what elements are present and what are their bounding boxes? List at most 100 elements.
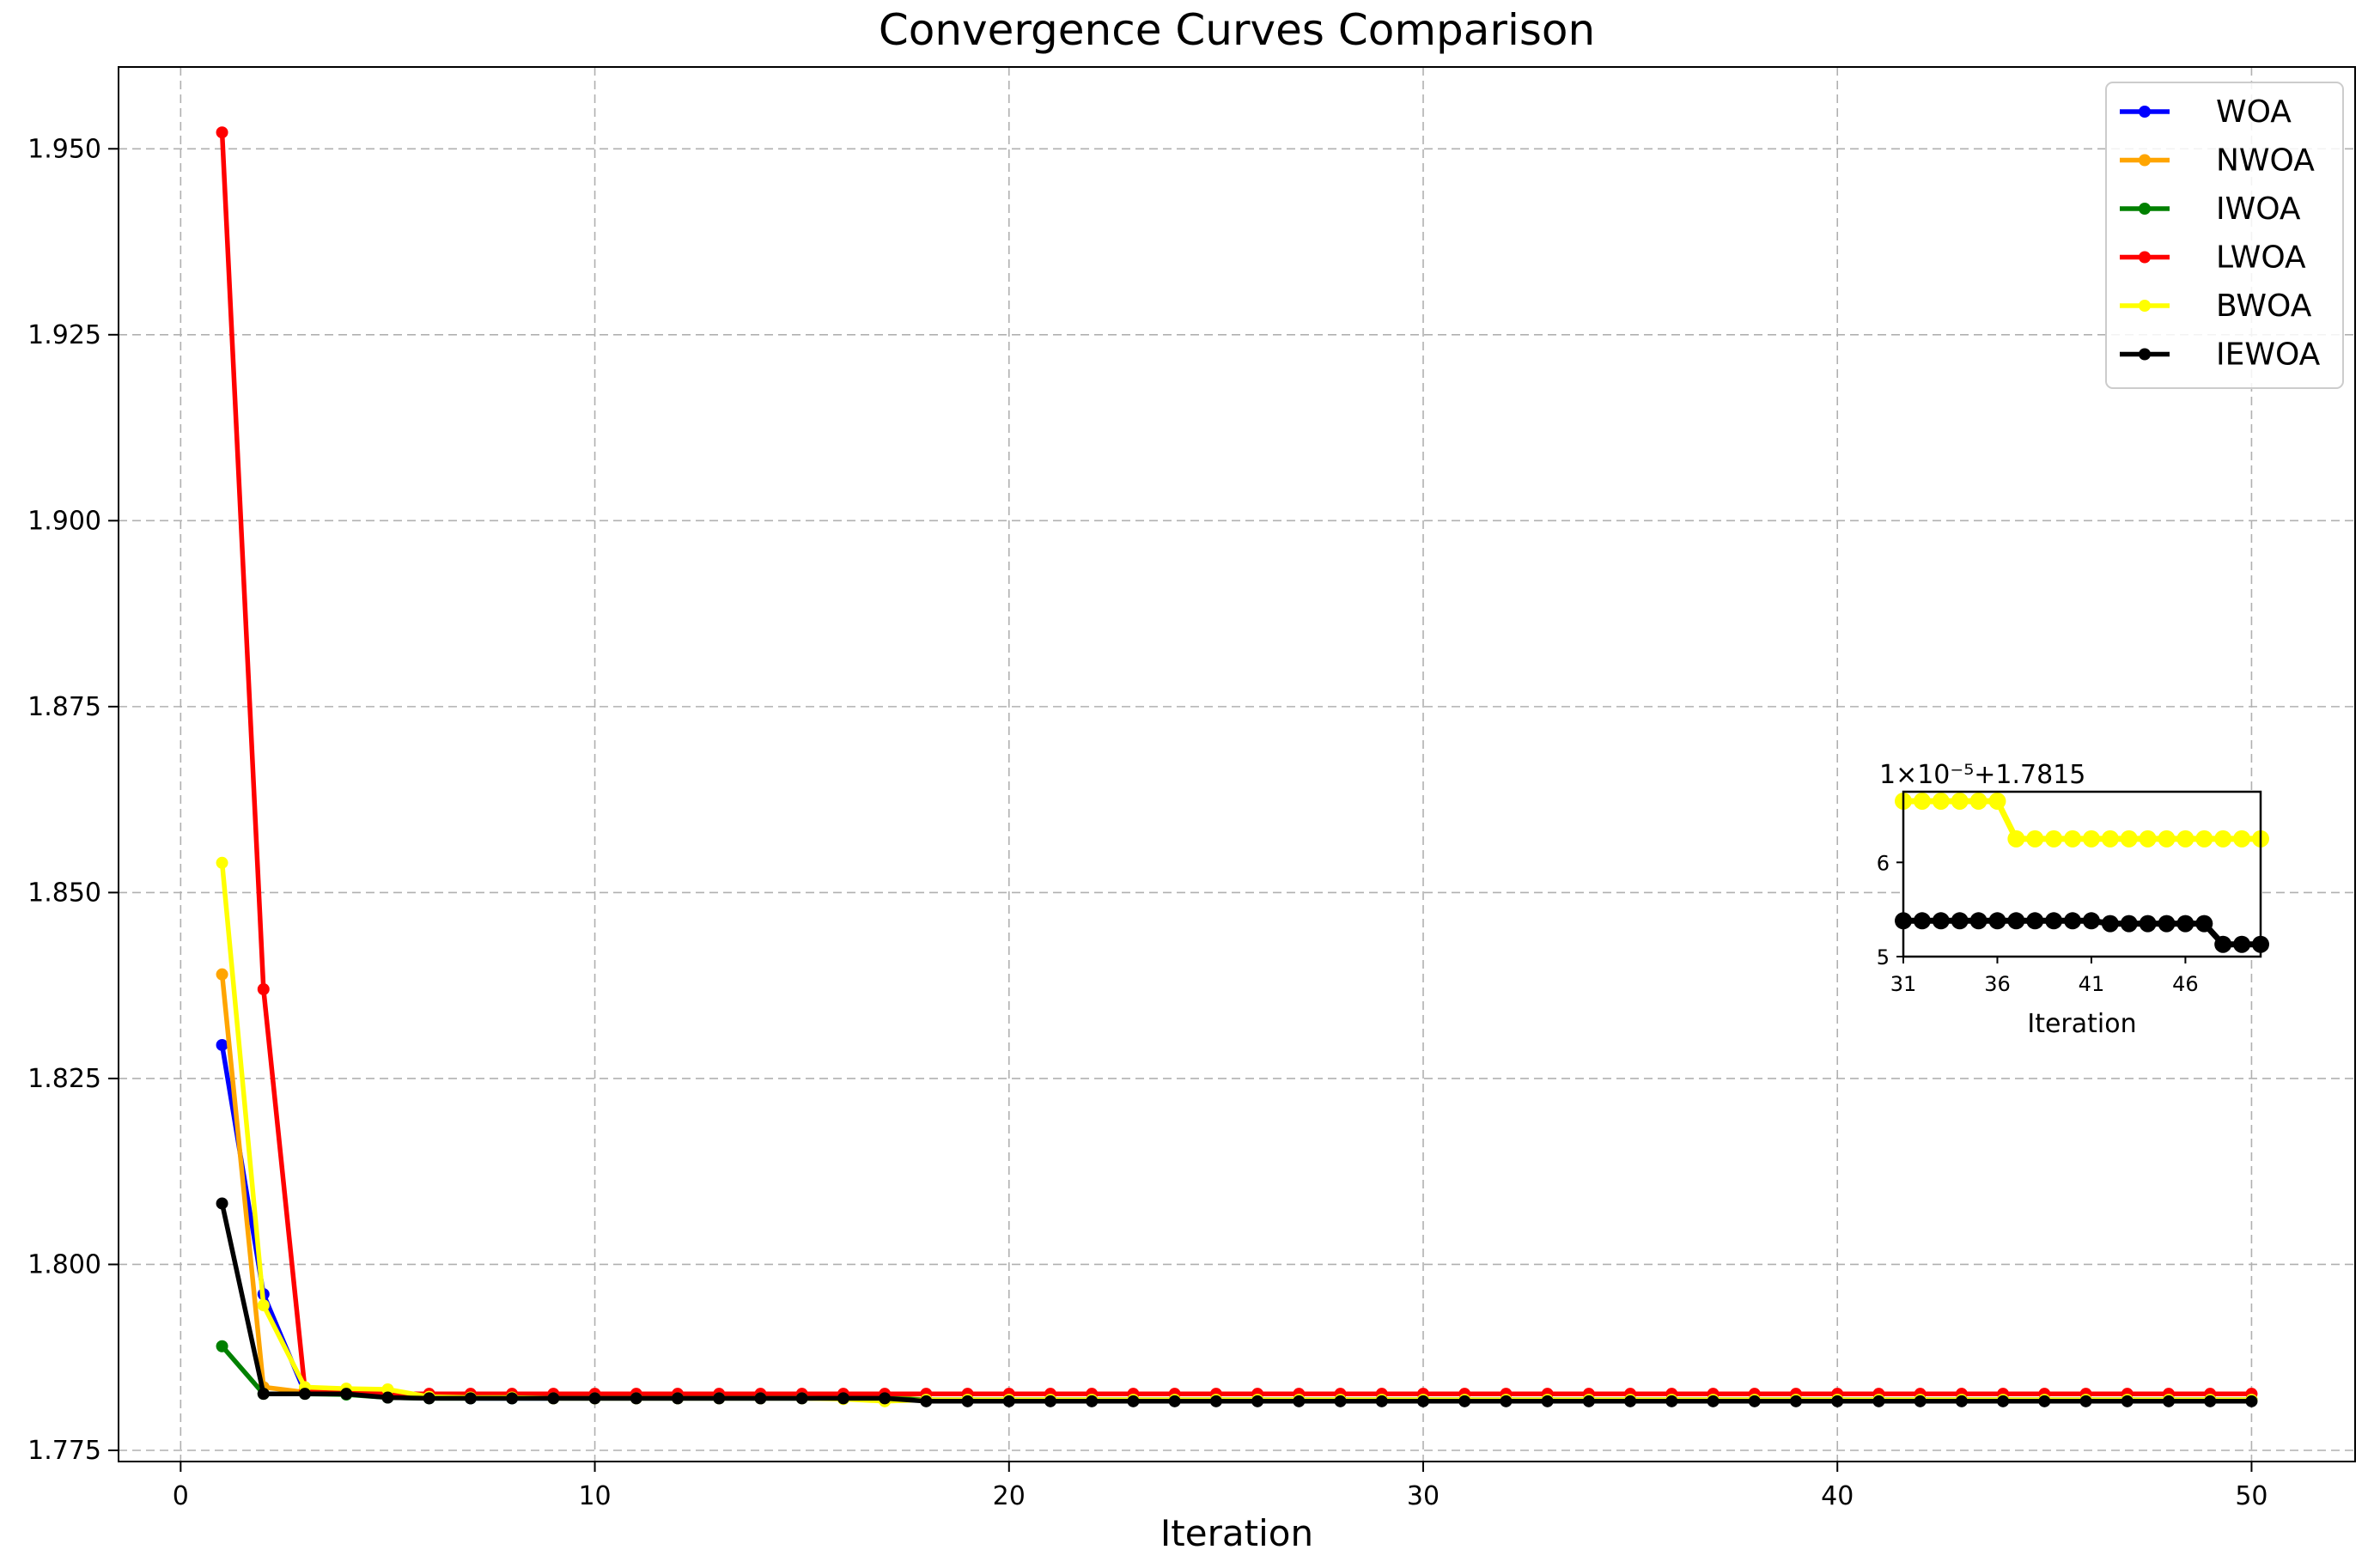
main-x-axis: 0 10 20 30 40 50: [173, 1462, 2268, 1511]
legend-marker-lwoa: [2139, 251, 2151, 264]
data-point-bwoa: [216, 856, 228, 869]
inset-data-point: [2158, 830, 2176, 848]
legend-marker-woa: [2139, 106, 2151, 118]
data-point-iewoa: [879, 1392, 892, 1405]
inset-y-tick-label: 6: [1877, 851, 1890, 875]
legend-marker-iwoa: [2139, 203, 2151, 215]
data-point-iewoa: [2121, 1395, 2134, 1407]
inset-data-point: [2120, 830, 2138, 848]
legend-item-bwoa: BWOA: [2120, 289, 2312, 324]
chart-title: Convergence Curves Comparison: [879, 5, 1595, 55]
y-tick-label: 1.950: [27, 134, 101, 164]
legend-items: WOA NWOA IWOA LWOA BWOA IEWOA: [2120, 94, 2321, 373]
main-series-group: [216, 126, 2258, 1407]
inset-background: [1903, 792, 2261, 957]
inset-data-point: [1988, 792, 2006, 810]
y-tick-label: 1.925: [27, 320, 101, 350]
inset-data-point: [2176, 915, 2194, 933]
data-point-iewoa: [1500, 1395, 1513, 1407]
data-point-iewoa: [588, 1392, 601, 1405]
y-tick-label: 1.825: [27, 1064, 101, 1094]
data-point-iewoa: [1707, 1395, 1720, 1407]
y-tick-label: 1.800: [27, 1249, 101, 1279]
data-point-iewoa: [1002, 1395, 1015, 1407]
data-point-iewoa: [2163, 1395, 2175, 1407]
data-point-iewoa: [672, 1392, 684, 1405]
data-point-iewoa: [630, 1392, 642, 1405]
inset-y-tick-label: 5: [1877, 945, 1890, 969]
legend-marker-bwoa: [2139, 300, 2151, 312]
data-point-iewoa: [506, 1392, 519, 1405]
inset-data-point: [2158, 915, 2176, 933]
data-point-iewoa: [299, 1388, 311, 1401]
inset-data-point: [2233, 830, 2251, 848]
data-point-iewoa: [2245, 1395, 2258, 1407]
x-tick-label: 50: [2235, 1481, 2267, 1511]
inset-data-point: [2064, 912, 2082, 930]
inset-data-point: [2007, 912, 2025, 930]
inset-offset-label: 1×10⁻⁵+1.7815: [1879, 760, 2085, 790]
series-line-iewoa: [219, 1202, 2252, 1404]
main-y-axis: 1.775 1.800 1.825 1.850 1.875 1.900 1.925 1.950: [27, 134, 119, 1466]
inset-data-point: [2195, 915, 2213, 933]
data-point-iewoa: [1375, 1395, 1388, 1407]
main-plot-frame: [118, 66, 2356, 1462]
legend-label-iwoa: IWOA: [2216, 191, 2301, 227]
inset-data-point: [2233, 935, 2251, 953]
data-point-iewoa: [1209, 1395, 1222, 1407]
data-point-iewoa: [257, 1388, 270, 1401]
inset-data-point: [1969, 792, 1987, 810]
inset-data-point: [2026, 830, 2044, 848]
inset-x-tick-label: 41: [2079, 972, 2105, 996]
legend-item-nwoa: NWOA: [2120, 143, 2315, 179]
inset-data-point: [2026, 912, 2044, 930]
legend-marker-iewoa: [2139, 348, 2151, 361]
inset-data-point: [2214, 830, 2232, 848]
inset-data-point: [2007, 830, 2025, 848]
legend-item-iwoa: IWOA: [2120, 191, 2301, 227]
inset-data-point: [2120, 915, 2138, 933]
data-point-iewoa: [2079, 1395, 2092, 1407]
legend-item-lwoa: LWOA: [2120, 240, 2306, 276]
inset-data-point: [2045, 912, 2063, 930]
data-point-iewoa: [2204, 1395, 2217, 1407]
inset-data-point: [1932, 792, 1950, 810]
data-point-iewoa: [837, 1392, 849, 1405]
inset-data-point: [1913, 792, 1931, 810]
legend-label-bwoa: BWOA: [2216, 289, 2312, 324]
series-line-lwoa: [219, 132, 2252, 1396]
x-tick-label: 20: [993, 1481, 1026, 1511]
inset-data-point: [1969, 912, 1987, 930]
data-point-iewoa: [1541, 1395, 1554, 1407]
data-point-iewoa: [340, 1388, 353, 1401]
data-point-iewoa: [464, 1392, 477, 1405]
inset-data-point: [2101, 915, 2119, 933]
inset-data-point: [2176, 830, 2194, 848]
inset-data-point: [2195, 830, 2213, 848]
data-point-iewoa: [1914, 1395, 1927, 1407]
data-point-iewoa: [920, 1395, 933, 1407]
data-point-iewoa: [1168, 1395, 1181, 1407]
inset-x-tick-label: 46: [2172, 972, 2199, 996]
data-point-iewoa: [2038, 1395, 2051, 1407]
inset-x-axis-label: Iteration: [2027, 1009, 2136, 1039]
data-point-iewoa: [1458, 1395, 1471, 1407]
data-point-iewoa: [713, 1392, 726, 1405]
legend-item-iewoa: IEWOA: [2120, 337, 2321, 373]
inset-series-1: [1895, 912, 2269, 953]
inset-data-point: [1951, 912, 1969, 930]
data-point-iewoa: [381, 1391, 394, 1404]
x-tick-label: 0: [173, 1481, 189, 1511]
inset-x-tick-label: 36: [1984, 972, 2011, 996]
inset-data-point: [1951, 792, 1969, 810]
inset-data-point: [2101, 830, 2119, 848]
inset-x-axis: 31 36 41 46: [1890, 957, 2199, 996]
series-iewoa: [216, 1197, 2258, 1407]
data-point-iewoa: [1251, 1395, 1264, 1407]
data-point-iewoa: [1127, 1395, 1140, 1407]
data-point-iewoa: [216, 1197, 228, 1210]
legend: WOA NWOA IWOA LWOA BWOA IEWOA: [2105, 82, 2344, 389]
legend-marker-nwoa: [2139, 154, 2151, 167]
inset-data-point: [2139, 915, 2157, 933]
inset-data-point: [1988, 912, 2006, 930]
